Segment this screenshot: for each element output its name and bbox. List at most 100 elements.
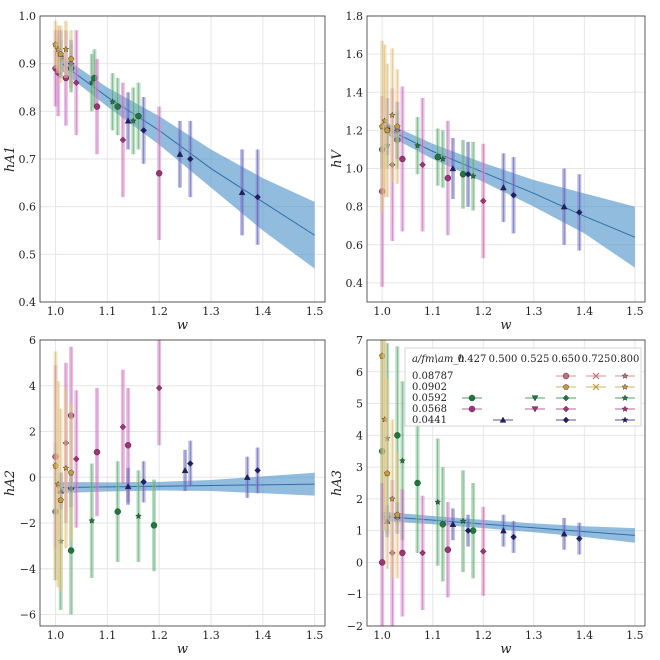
x-axis-label: w <box>500 318 511 333</box>
data-point <box>434 498 442 505</box>
data-point <box>114 508 121 515</box>
data-point <box>576 209 583 216</box>
data-point <box>500 527 507 534</box>
plot-area <box>52 20 315 269</box>
y-tick-label: 4 <box>29 380 36 393</box>
data-point <box>176 150 184 157</box>
legend-marker <box>562 405 570 413</box>
y-tick-label: 6 <box>29 334 36 347</box>
series-tan <box>379 340 401 579</box>
legend-header-value: 0.725 <box>582 354 611 365</box>
data-point <box>68 469 75 476</box>
x-tick-label: 1.2 <box>475 629 493 642</box>
y-tick-label: −1 <box>347 588 363 601</box>
y-tick-label: 7 <box>356 334 363 347</box>
x-tick-label: 1.1 <box>99 629 117 642</box>
data-point <box>510 191 517 199</box>
data-point <box>419 161 426 169</box>
y-tick-label: 1.6 <box>346 48 364 61</box>
data-point <box>124 117 132 124</box>
data-point <box>72 455 80 463</box>
chart-panel-hV: 1.0 1.1 1.2 1.3 1.4 1.5 0.4 0.6 0.8 1.0 1.2 1.4 1.6 1… <box>330 10 646 333</box>
data-point <box>135 112 142 120</box>
data-point <box>500 184 507 191</box>
x-tick-label: 1.0 <box>47 305 65 318</box>
fit-line <box>382 515 635 536</box>
data-point <box>459 517 467 524</box>
data-point <box>254 467 261 474</box>
y-tick-label: 1.0 <box>19 10 37 23</box>
x-tick-label: 1.0 <box>373 305 391 318</box>
data-point <box>119 136 127 144</box>
legend: a/fm\am_h0.427 0.500 0.525 0.650 0.725 0.800 0… <box>404 347 642 427</box>
legend-marker <box>562 383 570 390</box>
y-tick-label: 0.9 <box>19 58 37 71</box>
data-point <box>576 535 583 542</box>
chart-panel-hA1: 1.0 1.1 1.2 1.3 1.4 1.5 0.4 0.5 0.6 0.7 0.8 0.9 1.0 w… <box>3 10 326 333</box>
legend-marker <box>592 383 600 391</box>
y-tick-label: −4 <box>20 563 36 576</box>
legend-marker <box>592 372 600 380</box>
data-point <box>560 530 568 537</box>
legend-row-label: 0.08787 <box>412 371 453 382</box>
data-point <box>186 155 194 163</box>
legend-marker <box>621 416 629 423</box>
data-point <box>560 203 568 210</box>
data-point <box>384 470 391 477</box>
y-tick-label: −6 <box>20 609 36 622</box>
data-point <box>419 549 426 557</box>
y-tick-label: 4 <box>356 429 363 442</box>
x-axis-label: w <box>177 318 188 333</box>
axes-frame <box>39 15 326 303</box>
data-point <box>57 50 64 57</box>
chart-panel-hA2: 1.0 1.1 1.2 1.3 1.4 1.5 −6 −4 −2 0 2 4 6 w hA2 <box>3 334 326 657</box>
fit-band <box>382 120 635 268</box>
y-tick-label: 1 <box>356 525 363 538</box>
legend-header-value: 0.800 <box>611 354 640 365</box>
chart-panel-hA3: 1.0 1.1 1.2 1.3 1.4 1.5 −2 −1 0 1 2 3 4 5 6 7 w hA3 <box>330 334 646 657</box>
x-tick-label: 1.1 <box>424 305 442 318</box>
data-point <box>124 483 132 490</box>
data-point <box>399 457 406 464</box>
data-point <box>109 98 116 105</box>
legend-marker <box>499 416 507 423</box>
data-point <box>140 478 147 486</box>
y-tick-label: 3 <box>356 461 363 474</box>
data-point <box>394 123 401 130</box>
y-tick-label: 1.4 <box>346 86 364 99</box>
y-tick-label: 0.8 <box>19 105 37 118</box>
series-tan <box>52 20 75 88</box>
legend-row-label: 0.0568 <box>412 404 447 415</box>
y-tick-label: 2 <box>29 426 36 439</box>
x-tick-label: 1.1 <box>99 305 117 318</box>
data-point <box>150 522 158 529</box>
y-tick-label: 0.7 <box>19 153 37 166</box>
data-point <box>394 432 401 439</box>
data-point <box>444 546 452 553</box>
data-point <box>464 170 472 178</box>
y-tick-label: 5 <box>356 398 363 411</box>
data-point <box>62 464 70 471</box>
legend-marker <box>531 395 539 402</box>
series-tan <box>379 40 401 213</box>
data-point <box>155 384 163 392</box>
y-tick-label: −2 <box>20 517 36 530</box>
x-tick-label: 1.2 <box>150 629 168 642</box>
y-tick-label: 6 <box>356 366 363 379</box>
data-point <box>414 142 421 149</box>
x-tick-label: 1.1 <box>424 629 442 642</box>
data-point <box>114 103 121 110</box>
data-point <box>414 479 421 487</box>
data-point <box>129 117 137 124</box>
y-tick-label: 0.4 <box>346 277 364 290</box>
data-point <box>388 111 396 118</box>
data-point <box>140 127 147 134</box>
data-point <box>68 55 75 62</box>
data-point <box>93 448 101 456</box>
data-point <box>88 517 96 524</box>
legend-marker <box>531 406 539 413</box>
series-tan <box>52 351 75 592</box>
legend-marker <box>621 383 629 390</box>
legend-marker <box>468 405 476 413</box>
